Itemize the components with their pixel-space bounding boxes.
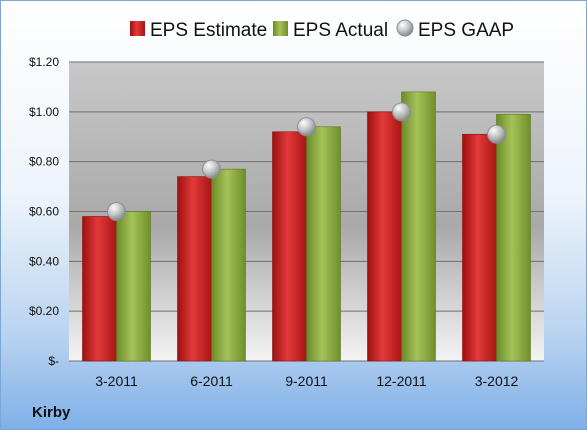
x-tick-label: 9-2011 — [285, 373, 328, 389]
bar-eps-estimate — [462, 133, 497, 362]
legend-label-estimate: EPS Estimate — [150, 20, 267, 41]
bar-eps-actual — [401, 91, 436, 362]
y-tick-label: $0.60 — [29, 205, 59, 219]
y-tick-label: $1.20 — [29, 55, 59, 69]
y-axis-labels: $- $0.20 $0.40 $0.60 $0.80 $1.00 $1.20 — [29, 55, 59, 368]
x-tick-label: 3-2011 — [95, 373, 138, 389]
legend: EPS Estimate EPS Actual EPS GAAP — [130, 19, 514, 41]
x-axis-labels: 3-2011 6-2011 9-2011 12-2011 3-2012 — [95, 373, 518, 389]
marker-eps-gaap — [202, 159, 221, 179]
bar-eps-estimate — [367, 111, 402, 362]
bar-eps-actual — [116, 211, 151, 362]
legend-swatch-estimate — [130, 21, 145, 36]
marker-eps-gaap — [297, 117, 316, 137]
legend-label-actual: EPS Actual — [293, 20, 388, 41]
x-tick-label: 12-2011 — [376, 373, 427, 389]
bar-eps-estimate — [82, 216, 117, 362]
y-tick-label: $1.00 — [29, 105, 59, 119]
y-tick-label: $0.20 — [29, 304, 59, 318]
bar-eps-actual — [306, 126, 341, 362]
x-tick-label: 6-2011 — [190, 373, 233, 389]
bars — [82, 91, 531, 362]
x-tick-label: 3-2012 — [475, 373, 519, 389]
marker-eps-gaap — [107, 202, 126, 221]
marker-eps-gaap — [392, 102, 411, 122]
legend-marker-gaap — [396, 19, 414, 37]
bar-eps-estimate — [272, 131, 307, 362]
y-tick-label: $0.80 — [29, 155, 59, 169]
marker-eps-gaap — [487, 124, 506, 144]
bar-eps-estimate — [177, 176, 212, 362]
bar-eps-actual — [496, 114, 531, 362]
y-tick-label: $0.40 — [29, 254, 59, 268]
gaap-markers — [107, 102, 506, 221]
bar-eps-actual — [211, 168, 246, 362]
y-tick-label: $- — [48, 354, 59, 368]
company-name: Kirby — [32, 404, 71, 421]
legend-label-gaap: EPS GAAP — [418, 20, 514, 41]
legend-swatch-actual — [273, 21, 288, 36]
